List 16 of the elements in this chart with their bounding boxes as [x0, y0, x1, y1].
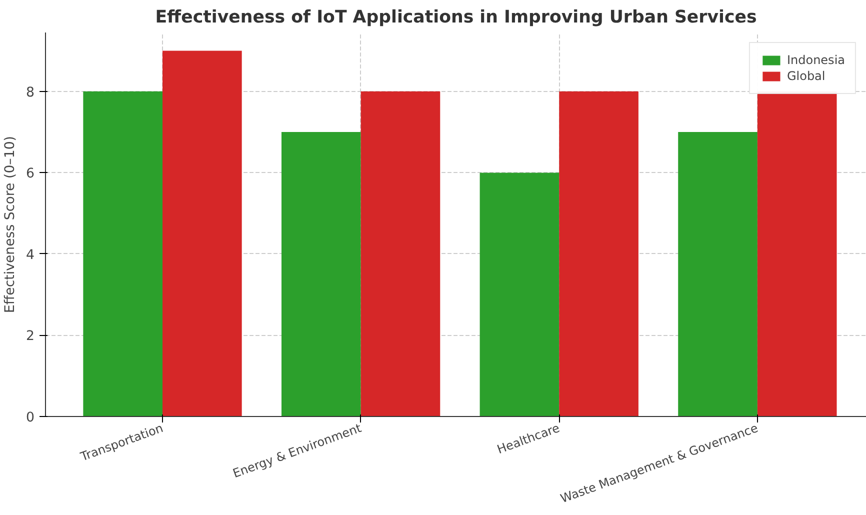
y-tick-label: 8 [26, 85, 35, 100]
bar [162, 50, 242, 416]
y-tick-label: 6 [26, 166, 35, 182]
legend-label: Indonesia [786, 53, 845, 67]
bar [83, 91, 162, 416]
bar [559, 91, 638, 416]
bar [281, 132, 361, 416]
y-axis-title: Effectiveness Score (0–10) [3, 136, 18, 313]
bar [678, 132, 758, 416]
y-tick-label: 4 [26, 248, 35, 263]
bar [360, 91, 440, 416]
y-tick-label: 0 [26, 410, 35, 426]
legend-label: Global [786, 69, 826, 83]
chart-title: Effectiveness of IoT Applications in Improving Urban Services [155, 8, 757, 28]
bar [480, 172, 560, 416]
y-tick-label: 2 [26, 329, 35, 344]
